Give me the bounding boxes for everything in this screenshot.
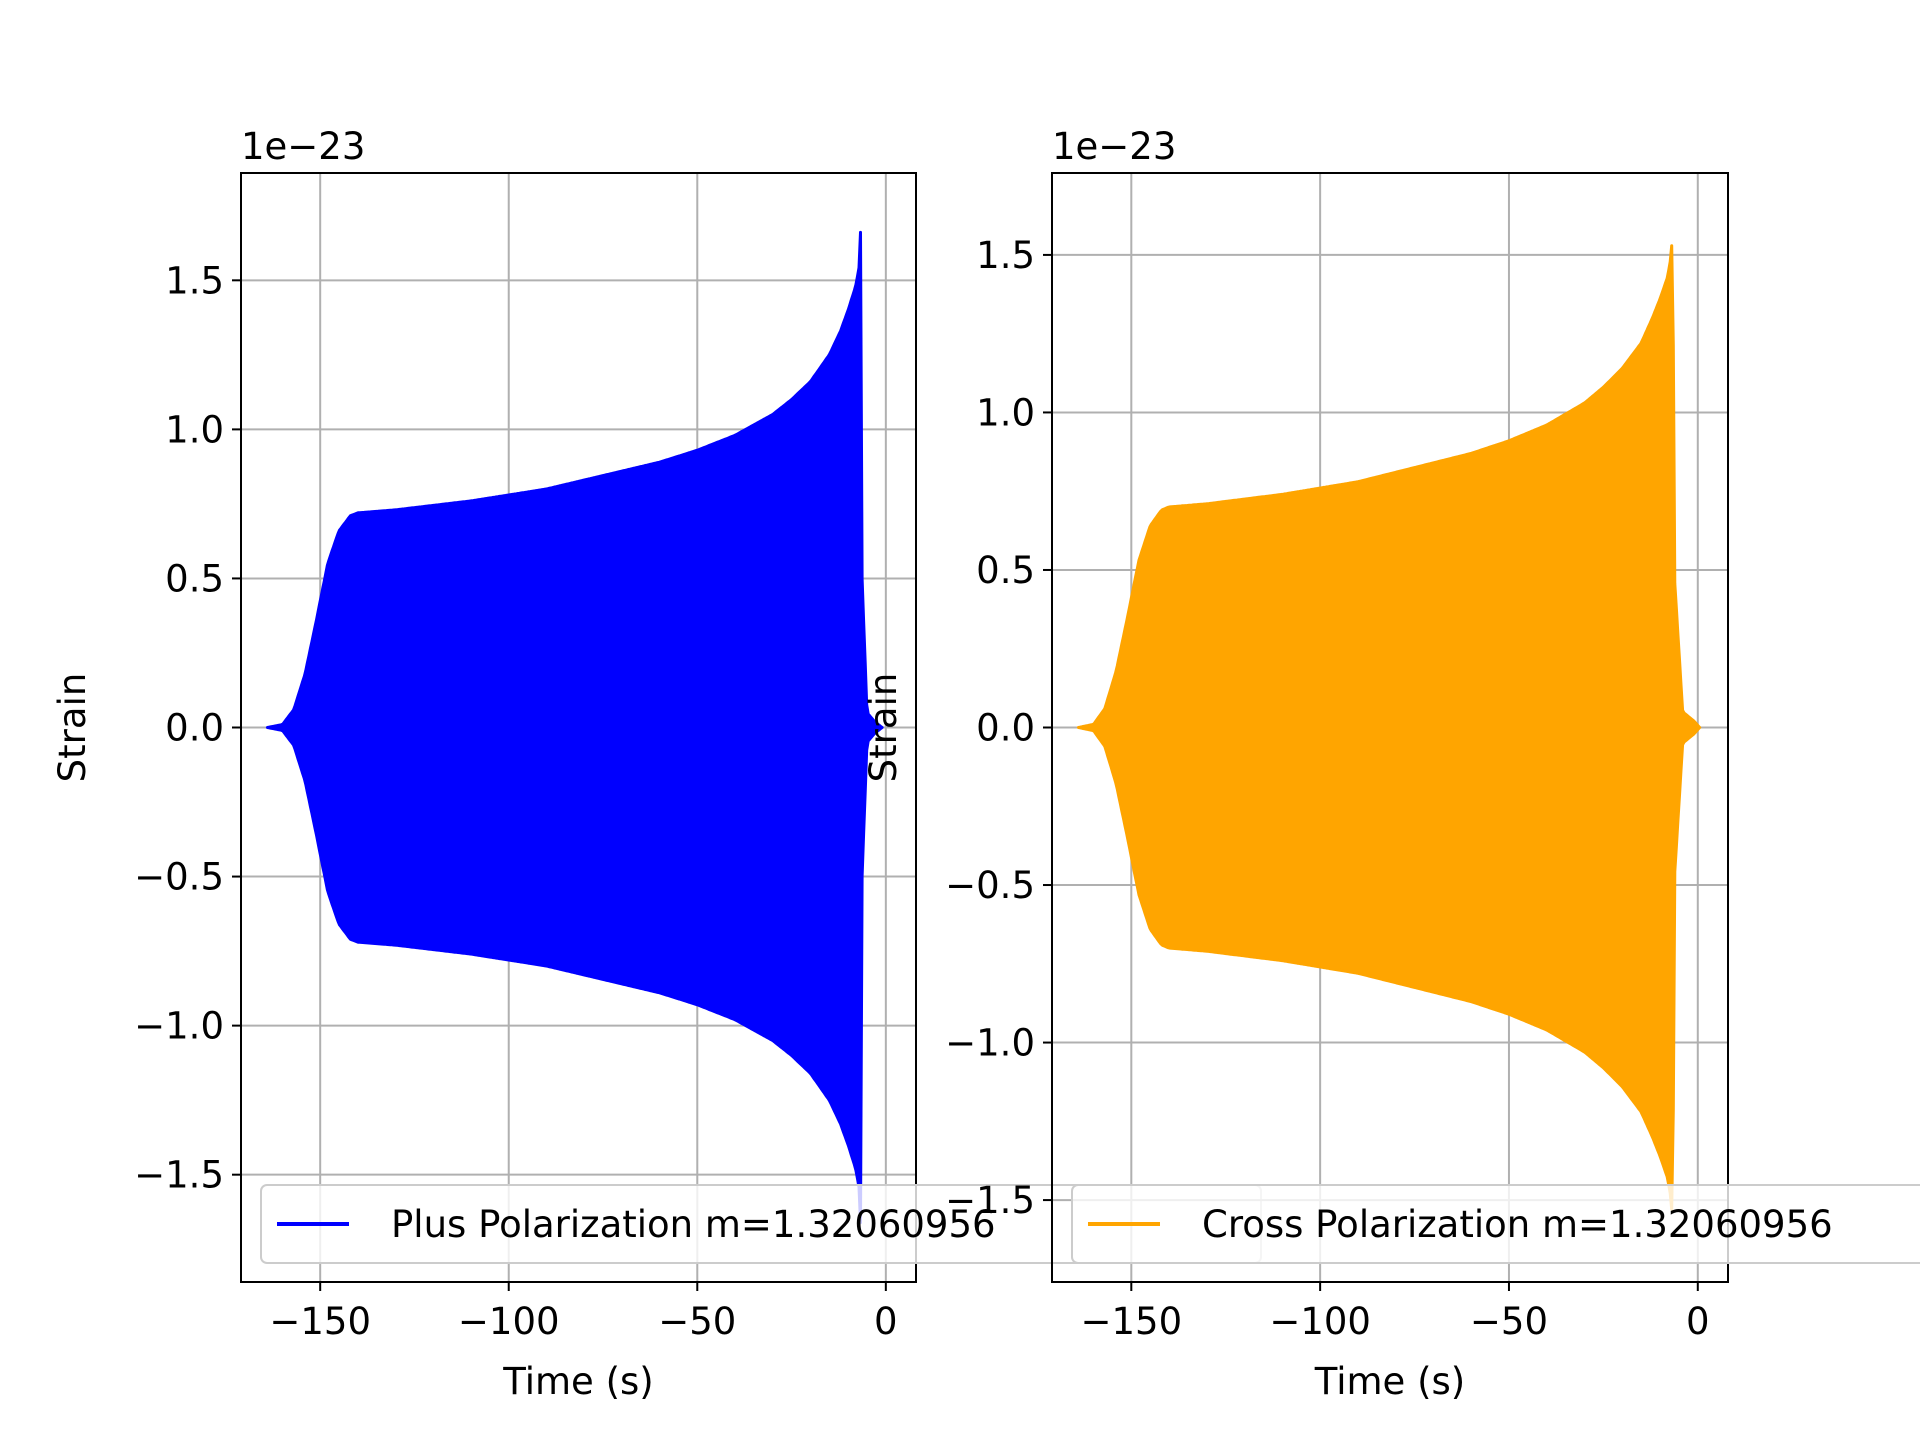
y-tick-label: −1.0 <box>134 1005 224 1048</box>
y-tick-label: 0.0 <box>976 707 1035 750</box>
x-tick-label: 0 <box>874 1300 898 1343</box>
y-tick-label: 1.0 <box>976 391 1035 434</box>
waveform-plus <box>265 230 884 1225</box>
x-axis-label: Time (s) <box>1314 1360 1465 1403</box>
y-axis-label: Strain <box>862 673 905 783</box>
y-tick-label: −1.5 <box>945 1179 1035 1222</box>
waveform-envelope <box>265 230 884 1225</box>
y-tick-label: 0.5 <box>165 557 224 600</box>
y-tick-label: −1.5 <box>134 1154 224 1197</box>
y-ticks: −1.5 −1.0 −0.5 0.0 0.5 1.0 1.5 <box>134 259 241 1197</box>
y-tick-label: −0.5 <box>134 856 224 899</box>
legend: Cross Polarization m=1.32060956 <box>1071 1184 1920 1264</box>
x-tick-label: 0 <box>1686 1300 1710 1343</box>
x-tick-label: −150 <box>1080 1300 1182 1343</box>
y-tick-label: 1.5 <box>165 259 224 302</box>
x-tick-label: −100 <box>458 1300 560 1343</box>
plus-polarization-panel: −150 −100 −50 0 −1.5 −1.0 −0.5 0.0 0.5 1.0 1.5 1e… <box>51 125 1262 1403</box>
y-tick-label: 1.0 <box>165 408 224 451</box>
waveform-envelope <box>1076 244 1702 1211</box>
x-tick-label: −150 <box>269 1300 371 1343</box>
y-tick-label: 1.5 <box>976 234 1035 277</box>
cross-polarization-panel: −150 −100 −50 0 −1.5 −1.0 −0.5 0.0 0.5 1.0 1.5 1e… <box>862 125 1920 1403</box>
x-tick-label: −100 <box>1269 1300 1371 1343</box>
y-offset-text: 1e−23 <box>241 125 365 168</box>
legend-box <box>1071 1184 1920 1264</box>
x-axis-label: Time (s) <box>502 1360 653 1403</box>
legend-label: Plus Polarization m=1.32060956 <box>391 1203 996 1246</box>
waveform-cross <box>1076 244 1702 1211</box>
x-ticks: −150 −100 −50 0 <box>1080 1282 1710 1343</box>
y-tick-label: 0.5 <box>976 549 1035 592</box>
y-tick-label: 0.0 <box>165 707 224 750</box>
legend: Plus Polarization m=1.32060956 <box>260 1184 1262 1264</box>
x-tick-label: −50 <box>658 1300 736 1343</box>
y-axis-label: Strain <box>51 673 94 783</box>
y-ticks: −1.5 −1.0 −0.5 0.0 0.5 1.0 1.5 <box>945 234 1052 1222</box>
legend-label: Cross Polarization m=1.32060956 <box>1202 1203 1833 1246</box>
y-offset-text: 1e−23 <box>1052 125 1176 168</box>
y-tick-label: −1.0 <box>945 1022 1035 1065</box>
x-ticks: −150 −100 −50 0 <box>269 1282 898 1343</box>
x-tick-label: −50 <box>1470 1300 1548 1343</box>
y-tick-label: −0.5 <box>945 864 1035 907</box>
